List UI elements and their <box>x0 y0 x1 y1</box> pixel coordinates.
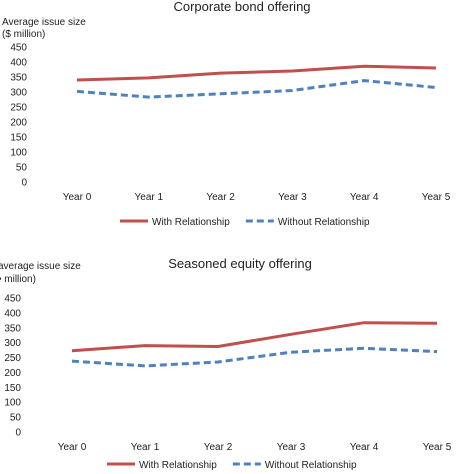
corporate-bond-chart: Corporate bond offering Average issue si… <box>2 0 451 228</box>
legend: With Relationship Without Relationship <box>120 217 370 228</box>
y-tick-label: 300 <box>4 338 21 349</box>
y-axis-label-line2: ($ million) <box>2 29 45 40</box>
x-tick-label: Year 4 <box>350 442 379 453</box>
y-axis-label-line1: average issue size <box>0 261 81 272</box>
legend-label: Without Relationship <box>265 460 357 471</box>
y-tick-label: 200 <box>10 118 27 129</box>
x-tick-label: Year 2 <box>206 192 235 203</box>
y-tick-label: 250 <box>10 103 27 114</box>
y-tick-label: 400 <box>4 308 21 319</box>
series-lines <box>76 64 437 99</box>
x-tick-label: Year 4 <box>350 192 379 203</box>
x-tick-label: Year 5 <box>423 442 452 453</box>
y-tick-label: 100 <box>4 398 21 409</box>
y-tick-label: 350 <box>4 323 21 334</box>
y-tick-label: 0 <box>15 428 21 439</box>
x-tick-label: Year 2 <box>204 442 233 453</box>
y-tick-label: 400 <box>10 58 27 69</box>
y-tick-label: 450 <box>10 43 27 54</box>
series-lines <box>71 321 438 368</box>
x-ticks: Year 0 Year 1 Year 2 Year 3 Year 4 Year 5 <box>58 442 452 453</box>
y-tick-label: 50 <box>16 163 28 174</box>
y-tick-label: 250 <box>4 353 21 364</box>
series-line <box>71 321 438 353</box>
legend-label: With Relationship <box>152 217 230 228</box>
x-tick-label: Year 0 <box>63 192 92 203</box>
chart-title: Corporate bond offering <box>173 0 310 14</box>
y-tick-label: 100 <box>10 148 27 159</box>
x-tick-label: Year 1 <box>135 192 164 203</box>
x-tick-label: Year 5 <box>422 192 451 203</box>
x-tick-label: Year 0 <box>58 442 87 453</box>
legend-label: With Relationship <box>139 460 217 471</box>
series-line <box>71 346 438 368</box>
y-tick-label: 300 <box>10 88 27 99</box>
seasoned-equity-chart: Seasoned equity offering average issue s… <box>0 256 452 471</box>
y-axis-label-line1: Average issue size <box>2 17 86 28</box>
series-line <box>76 79 437 99</box>
y-tick-label: 150 <box>10 133 27 144</box>
y-tick-label: 450 <box>4 294 21 305</box>
y-tick-label: 350 <box>10 73 27 84</box>
x-tick-label: Year 3 <box>277 442 306 453</box>
y-ticks: 0 50 100 150 200 250 300 350 400 450 <box>4 294 21 439</box>
y-ticks: 0 50 100 150 200 250 300 350 400 450 <box>10 43 27 189</box>
legend: With Relationship Without Relationship <box>107 460 357 471</box>
series-line <box>76 64 437 82</box>
legend-label: Without Relationship <box>278 217 370 228</box>
y-axis-label-line2: • million) <box>0 274 36 285</box>
x-tick-label: Year 3 <box>278 192 307 203</box>
y-tick-label: 150 <box>4 383 21 394</box>
x-tick-label: Year 1 <box>131 442 160 453</box>
y-tick-label: 0 <box>21 178 27 189</box>
y-tick-label: 50 <box>10 413 22 424</box>
chart-title: Seasoned equity offering <box>168 256 312 271</box>
x-ticks: Year 0 Year 1 Year 2 Year 3 Year 4 Year 5 <box>63 192 451 203</box>
y-tick-label: 200 <box>4 368 21 379</box>
